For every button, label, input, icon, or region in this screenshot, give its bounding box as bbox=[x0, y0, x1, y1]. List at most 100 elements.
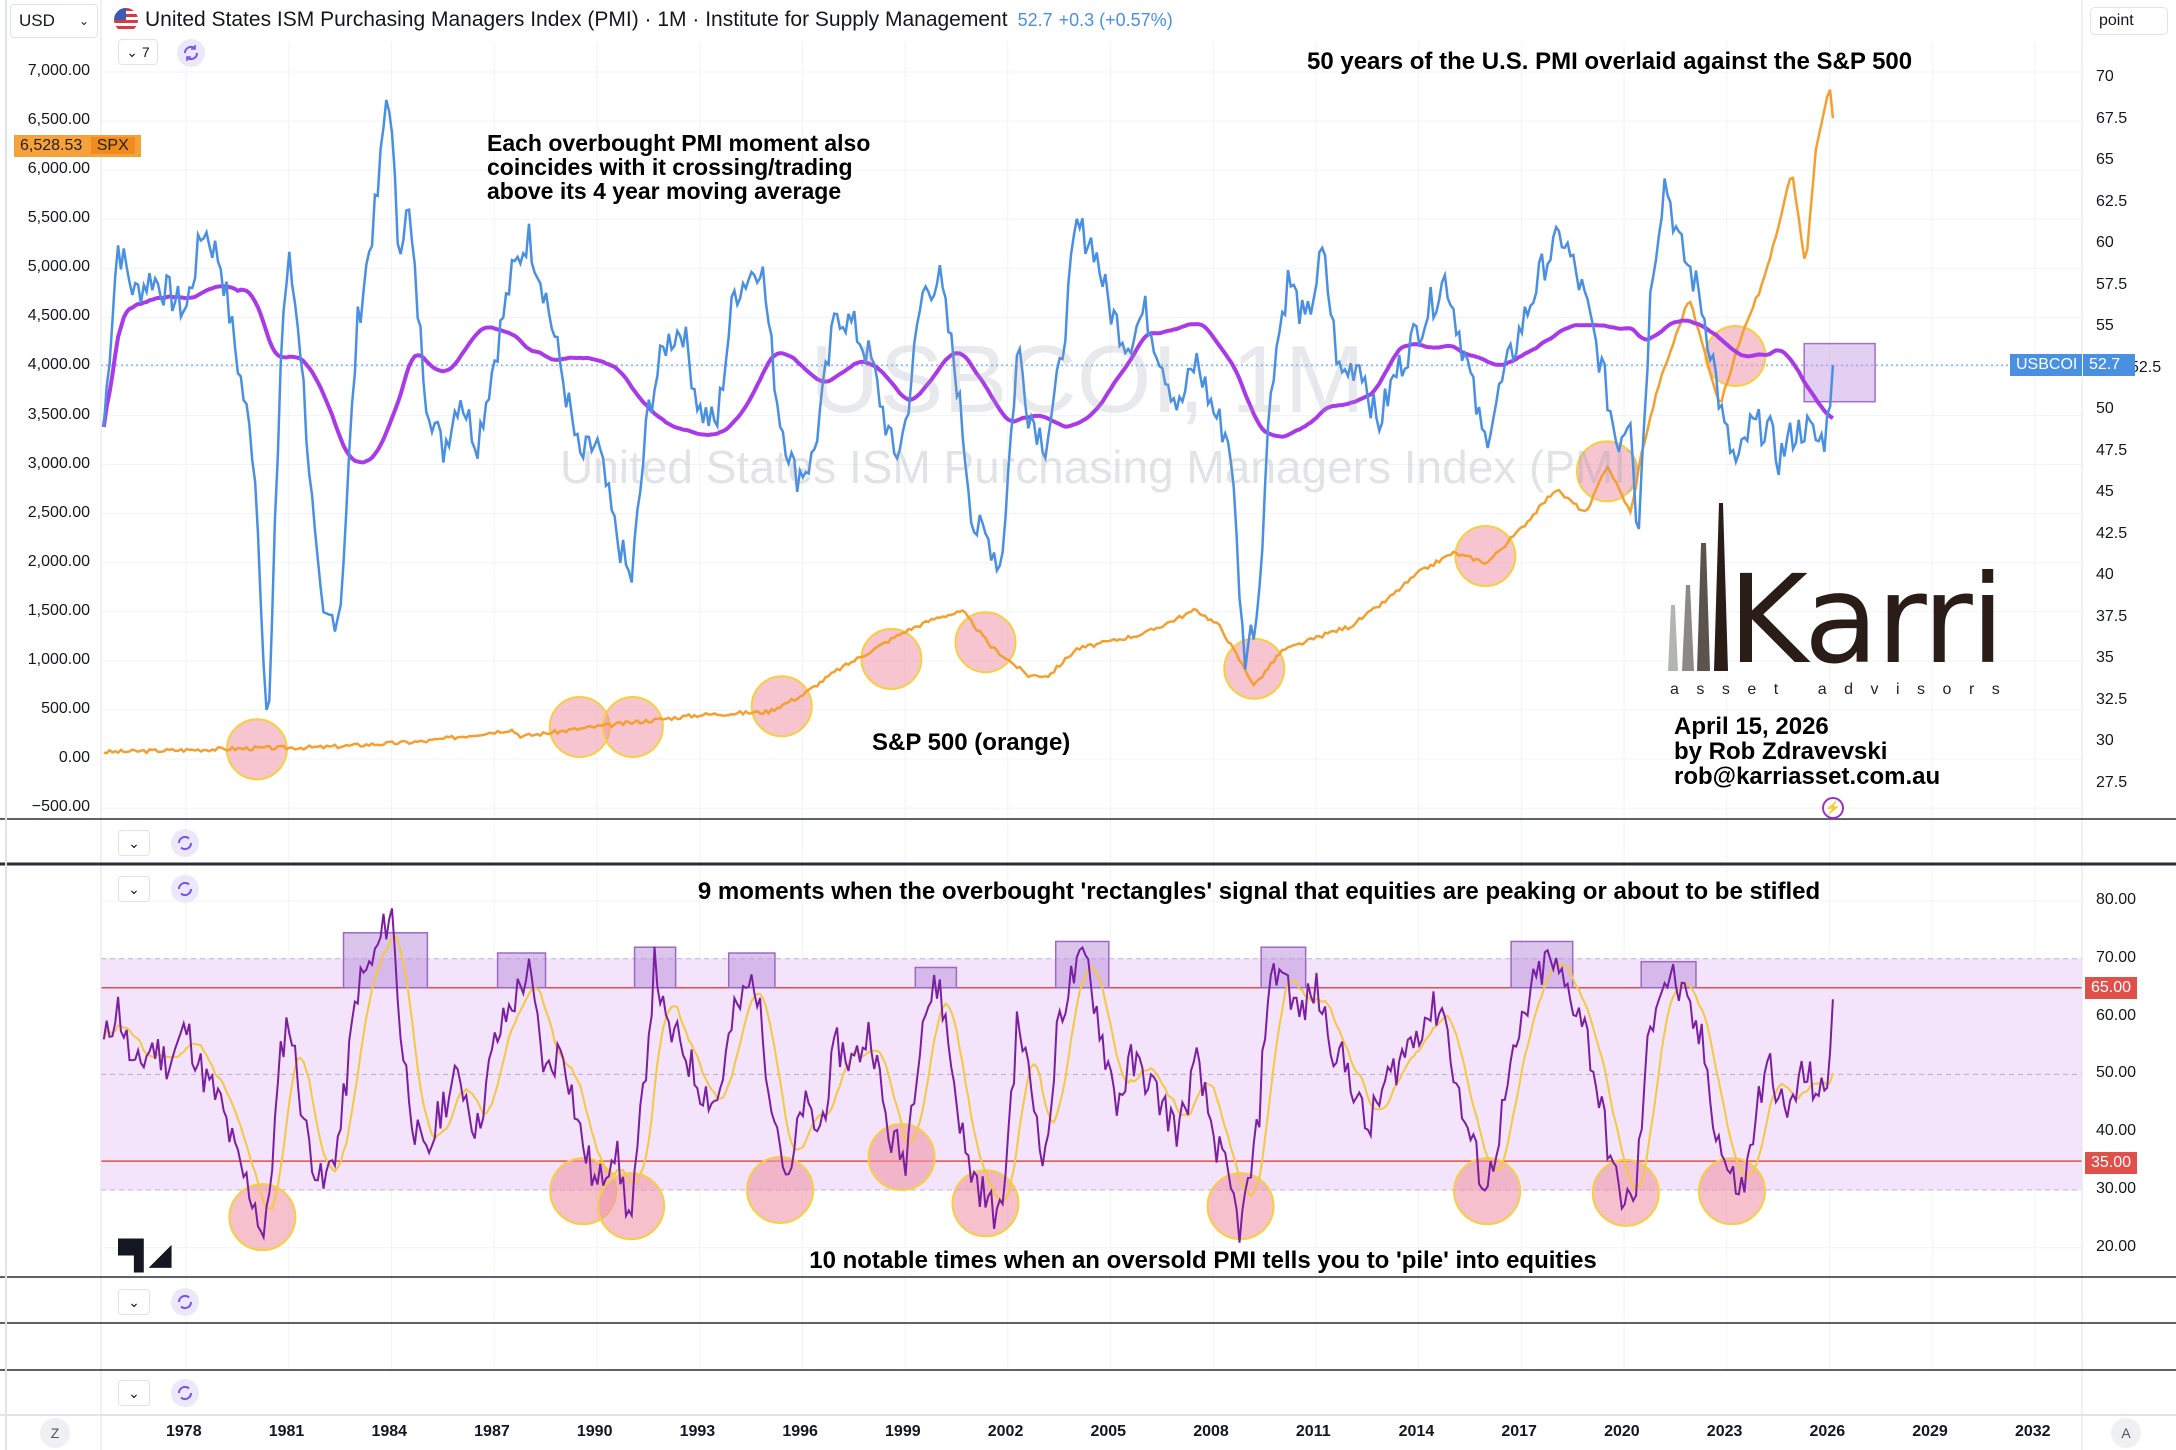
rsi-axis-tick: 60.00 bbox=[2096, 1006, 2137, 1024]
time-axis-tick: 2011 bbox=[1295, 1423, 1331, 1440]
author-text: by Rob Zdravevski bbox=[1674, 738, 1888, 765]
refresh-icon[interactable] bbox=[171, 1288, 199, 1316]
pane-collapse-button[interactable]: ⌄ bbox=[118, 830, 150, 856]
left-axis-tick: 4,000.00 bbox=[27, 356, 90, 374]
overbought-rectangle bbox=[1260, 946, 1307, 989]
right-axis-tick: 40 bbox=[2096, 566, 2114, 583]
rsi-title-annotation: 9 moments when the overbought 'rectangle… bbox=[697, 878, 1821, 905]
author-block: April 15, 2026 by Rob Zdravevski rob@kar… bbox=[1674, 714, 1940, 789]
time-axis-tick: 2020 bbox=[1604, 1423, 1640, 1440]
refresh-icon[interactable] bbox=[171, 1379, 199, 1407]
spx-label: S&P 500 (orange) bbox=[872, 729, 1071, 756]
right-axis-tick: 50 bbox=[2096, 400, 2114, 417]
pmi-moving-average-line bbox=[101, 284, 1835, 465]
symbol-title[interactable]: United States ISM Purchasing Managers In… bbox=[145, 8, 1173, 32]
refresh-icon[interactable] bbox=[171, 875, 199, 903]
left-axis-tick: 3,000.00 bbox=[27, 454, 90, 472]
rsi-pane bbox=[101, 908, 2082, 1252]
right-axis-tick: 42.5 bbox=[2096, 524, 2128, 542]
tradingview-logo[interactable]: ▀▌◢ bbox=[118, 1239, 171, 1270]
left-axis-tick: 2,500.00 bbox=[27, 503, 90, 521]
right-axis-tick: 70 bbox=[2096, 68, 2114, 85]
rsi-bottom-annotation: 10 notable times when an oversold PMI te… bbox=[809, 1247, 1597, 1274]
karri-logo-mark bbox=[1668, 503, 1728, 671]
time-axis-tick: 1990 bbox=[576, 1423, 613, 1440]
logo-text: Karri bbox=[1728, 549, 2005, 691]
right-axis-tick: 67.5 bbox=[2096, 109, 2128, 127]
right-axis-tick: 62.5 bbox=[2096, 192, 2128, 210]
rsi-axis-tick: 30.00 bbox=[2096, 1180, 2137, 1197]
rsi-axis-tick: 20.00 bbox=[2096, 1237, 2137, 1255]
pane-collapse-button[interactable]: ⌄ bbox=[118, 1289, 150, 1315]
time-axis-tick: 2002 bbox=[987, 1423, 1024, 1440]
left-axis-tick: 6,500.00 bbox=[27, 111, 90, 129]
spx-buy-circle bbox=[548, 696, 611, 759]
right-axis-tick: 55 bbox=[2096, 317, 2114, 334]
overbought-rectangle bbox=[1803, 342, 1876, 403]
overbought-rectangle bbox=[496, 952, 547, 989]
spx-buy-circle bbox=[601, 696, 664, 759]
time-axis-tick: 1999 bbox=[885, 1423, 921, 1440]
left-axis-tick: 4,500.00 bbox=[27, 307, 90, 325]
pmi-symbol-badge: USBCOI bbox=[2010, 354, 2082, 376]
left-axis-tick: 1,500.00 bbox=[27, 601, 90, 619]
pmi-price-badge: 52.7 bbox=[2083, 354, 2135, 376]
lightning-icon[interactable]: ⚡ bbox=[1822, 797, 1844, 819]
left-axis-tick: 5,000.00 bbox=[27, 258, 90, 276]
rsi-axis-tick: 50.00 bbox=[2096, 1064, 2137, 1082]
oversold-circle bbox=[1453, 1157, 1522, 1226]
watermark-name: United States ISM Purchasing Managers In… bbox=[560, 441, 1642, 493]
left-axis-tick: 6,000.00 bbox=[27, 160, 90, 178]
scale-mode-button[interactable]: point bbox=[2090, 7, 2168, 35]
currency-select[interactable]: USD ⌄ bbox=[10, 4, 98, 38]
log-scale-button[interactable]: Z bbox=[40, 1418, 70, 1448]
title-text: United States ISM Purchasing Managers In… bbox=[145, 8, 1008, 31]
email-text: rob@karriasset.com.au bbox=[1674, 763, 1941, 790]
time-axis-tick: 2029 bbox=[1912, 1423, 1948, 1440]
right-axis-tick: 37.5 bbox=[2096, 607, 2128, 625]
right-axis-tick: 27.5 bbox=[2096, 773, 2128, 791]
note-line: above its 4 year moving average bbox=[487, 178, 842, 204]
note-line: coincides with it crossing/trading bbox=[487, 154, 853, 180]
left-axis-tick: 0.00 bbox=[58, 749, 90, 766]
left-axis-tick: 1,000.00 bbox=[27, 650, 90, 668]
right-axis-tick: 47.5 bbox=[2096, 441, 2128, 459]
left-axis-tick: 2,000.00 bbox=[27, 552, 90, 570]
time-axis-tick: 1978 bbox=[166, 1423, 202, 1440]
right-axis-tick: 57.5 bbox=[2096, 275, 2128, 293]
currency-label: USD bbox=[19, 11, 55, 30]
left-axis-tick: −500.00 bbox=[31, 798, 90, 816]
time-axis-tick: 2026 bbox=[1809, 1423, 1846, 1440]
logo-subtext: asset advisors bbox=[1670, 681, 2018, 698]
time-axis-tick: 1984 bbox=[371, 1423, 408, 1440]
time-axis-tick: 2005 bbox=[1090, 1423, 1127, 1440]
oversold-circle bbox=[597, 1172, 666, 1241]
pane-collapse-button[interactable]: ⌄ bbox=[118, 876, 150, 902]
refresh-icon[interactable] bbox=[177, 39, 205, 67]
top-title-annotation: 50 years of the U.S. PMI overlaid agains… bbox=[1307, 48, 1913, 75]
time-axis-tick: 2032 bbox=[2014, 1423, 2051, 1440]
refresh-icon[interactable] bbox=[171, 829, 199, 857]
indicators-collapse-button[interactable]: ⌄ 7 bbox=[118, 39, 158, 65]
rsi-lower-badge: 35.00 bbox=[2085, 1152, 2138, 1174]
left-axis-tick: 5,500.00 bbox=[27, 209, 90, 227]
time-axis-tick: 2023 bbox=[1706, 1423, 1743, 1440]
spx-symbol: SPX bbox=[90, 137, 135, 154]
spx-price-badge: 6,528.53 SPX bbox=[14, 135, 141, 157]
indicator-count: 7 bbox=[141, 44, 150, 60]
pane-collapse-button[interactable]: ⌄ bbox=[118, 1380, 150, 1406]
time-axis-tick: 1981 bbox=[268, 1423, 305, 1440]
overbought-note: Each overbought PMI moment also coincide… bbox=[487, 131, 870, 203]
rsi-upper-badge: 65.00 bbox=[2085, 977, 2138, 999]
right-axis-tick: 35 bbox=[2096, 649, 2114, 666]
watermark-symbol: USBCOI, 1M bbox=[810, 326, 1365, 433]
auto-scale-button[interactable]: A bbox=[2111, 1418, 2141, 1448]
right-axis-tick: 60 bbox=[2096, 234, 2114, 251]
right-axis-tick: 52.5 bbox=[2130, 358, 2162, 376]
right-axis-tick: 32.5 bbox=[2096, 690, 2128, 708]
rsi-line bbox=[102, 908, 1834, 1243]
main-pane bbox=[101, 89, 2082, 781]
spx-buy-circle bbox=[1454, 525, 1517, 588]
time-axis-tick: 2008 bbox=[1193, 1423, 1229, 1440]
